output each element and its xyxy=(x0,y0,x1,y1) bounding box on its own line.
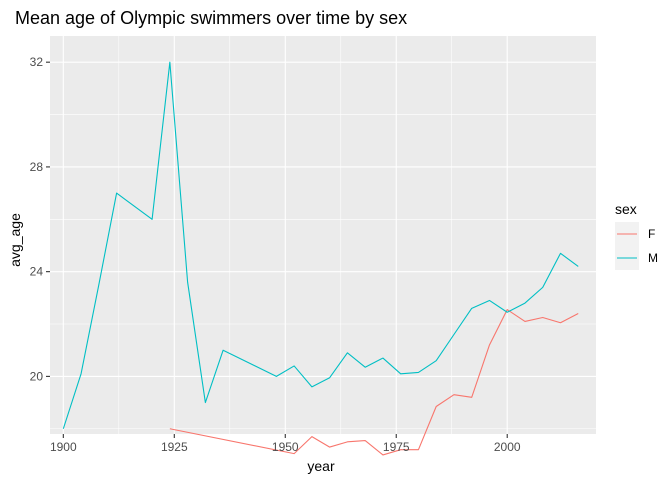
legend-label-M: M xyxy=(648,251,658,265)
major-gridlines xyxy=(50,36,596,434)
legend: sex FM xyxy=(615,201,658,270)
minor-gridlines xyxy=(50,36,596,434)
y-tick-label: 28 xyxy=(30,160,44,174)
y-tick-label: 20 xyxy=(30,369,44,383)
y-axis: 20 24 28 32 xyxy=(30,55,50,383)
y-tick-label: 32 xyxy=(30,55,44,69)
x-axis-title: year xyxy=(307,458,335,474)
x-tick-label: 2000 xyxy=(494,440,521,454)
x-tick-label: 1950 xyxy=(272,440,299,454)
y-axis-title: avg_age xyxy=(7,213,23,267)
legend-label-F: F xyxy=(648,227,655,241)
x-tick-label: 1925 xyxy=(161,440,188,454)
series-line-F xyxy=(169,309,579,456)
x-axis: 1900 1925 1950 1975 2000 xyxy=(50,434,521,454)
y-tick-label: 24 xyxy=(30,265,44,279)
series-line-M xyxy=(62,61,579,429)
legend-title: sex xyxy=(615,201,637,217)
series-lines xyxy=(62,61,579,456)
plot-panel xyxy=(50,36,596,434)
x-tick-label: 1975 xyxy=(383,440,410,454)
chart-title: Mean age of Olympic swimmers over time b… xyxy=(15,8,407,28)
x-tick-label: 1900 xyxy=(50,440,77,454)
